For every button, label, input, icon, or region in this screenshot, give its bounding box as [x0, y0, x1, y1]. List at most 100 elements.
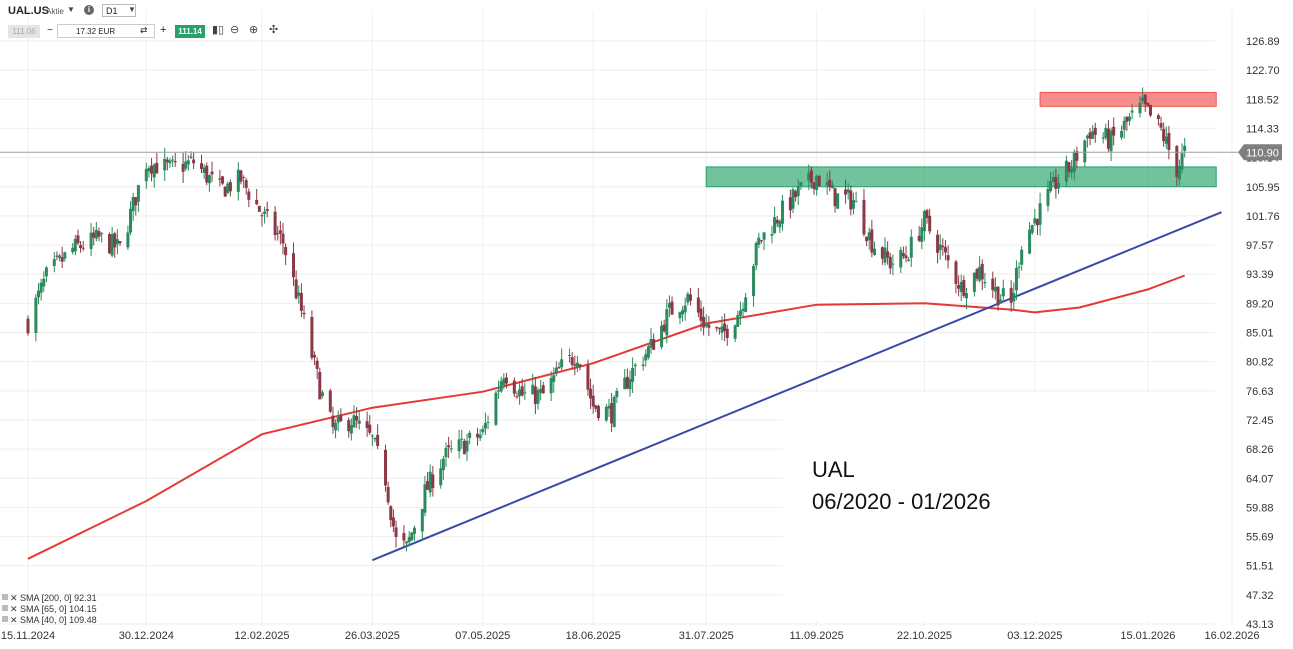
sma-200-path — [27, 274, 1186, 560]
swap-icon[interactable]: ⇄ — [140, 25, 148, 35]
symbol-dropdown-icon[interactable]: ▼ — [67, 5, 75, 14]
candle-body — [394, 527, 398, 537]
candle-body — [426, 481, 430, 490]
support-zone[interactable] — [705, 166, 1217, 188]
candle-body — [129, 208, 133, 233]
y-tick-label: 97.57 — [1246, 240, 1274, 252]
candle-body — [1035, 219, 1039, 226]
candle-body — [741, 308, 745, 311]
candle-body — [81, 247, 85, 249]
price-axis[interactable]: 126.89122.70118.52114.33110.14105.95101.… — [1246, 36, 1280, 631]
increase-quantity-button[interactable]: + — [160, 24, 167, 36]
candle-body — [278, 230, 282, 234]
candle-body — [147, 168, 151, 172]
candle-body — [1056, 182, 1060, 189]
x-tick-label: 15.11.2024 — [1, 630, 55, 642]
zoom-in-icon[interactable]: ⊕ — [249, 24, 259, 36]
candle-body — [1049, 181, 1053, 192]
candle-body — [42, 278, 46, 287]
candle-body — [615, 390, 619, 398]
info-icon[interactable]: i — [84, 5, 94, 15]
y-tick-label: 80.82 — [1246, 357, 1274, 369]
indicator-settings-icon[interactable] — [2, 594, 8, 600]
price-zones[interactable] — [705, 91, 1217, 188]
candle-body — [1085, 135, 1089, 139]
candle-body — [302, 312, 306, 315]
indicator-settings-icon[interactable] — [2, 605, 8, 611]
candle-body — [1067, 162, 1071, 172]
sma-200-line — [27, 274, 1186, 560]
candle-body — [812, 182, 816, 190]
candle-body — [983, 282, 987, 284]
candle-body — [991, 278, 995, 291]
candle-body — [1033, 218, 1037, 224]
indicator-legend-label: ✕ SMA [200, 0] 92.31 — [10, 593, 97, 603]
trendline[interactable] — [371, 211, 1222, 562]
candle-body — [1038, 203, 1042, 225]
candle-body — [1064, 160, 1068, 182]
indicator-legend-item[interactable]: ✕ SMA [200, 0] 92.31 — [2, 593, 97, 603]
indicator-legend-item[interactable]: ✕ SMA [65, 0] 104.15 — [2, 604, 97, 614]
zoom-out-icon[interactable]: ⊖ — [230, 24, 240, 36]
trendline-path[interactable] — [371, 211, 1222, 562]
candle-body — [131, 197, 135, 212]
candle-body — [791, 189, 795, 209]
time-axis[interactable]: 15.11.2024 30.12.2024 12.02.2025 26.03.2025… — [1, 630, 1260, 642]
candle-body — [681, 310, 685, 315]
symbol-label[interactable]: UAL.US — [8, 5, 49, 17]
crosshair-icon[interactable]: ✣ — [269, 24, 279, 36]
candle-body — [97, 231, 101, 237]
y-tick-label: 93.39 — [1246, 269, 1274, 281]
candle-body — [1046, 188, 1050, 206]
candle-body — [200, 163, 204, 170]
candle-body — [725, 328, 729, 338]
candle-body — [244, 180, 248, 188]
candle-body — [757, 237, 761, 245]
indicator-legend-item[interactable]: ✕ SMA [40, 0] 109.48 — [2, 615, 97, 625]
timeframe-dropdown-icon[interactable]: ▼ — [128, 5, 136, 14]
candle-body — [462, 440, 466, 455]
decrease-quantity-button[interactable]: − — [47, 25, 53, 36]
candle-body — [465, 440, 469, 452]
resistance-zone[interactable] — [1039, 91, 1217, 107]
candle-body — [796, 186, 800, 196]
candle-body — [1101, 137, 1105, 139]
buy-price-button[interactable]: 111.14 — [175, 25, 205, 38]
candle-body — [79, 245, 83, 249]
y-tick-label: 59.88 — [1246, 502, 1274, 514]
sell-price-button[interactable]: 111.06 — [8, 25, 40, 38]
candle-body — [502, 378, 506, 385]
candle-body — [58, 255, 62, 258]
candle-body — [854, 201, 858, 203]
candle-body — [1054, 176, 1058, 189]
indicator-legend[interactable]: ✕ SMA [200, 0] 92.31✕ SMA [65, 0] 104.15… — [2, 593, 97, 625]
candle-body — [917, 235, 921, 241]
candle-body — [996, 286, 1000, 306]
x-tick-label: 18.06.2025 — [566, 630, 621, 642]
quantity-field[interactable]: 17.32 EUR — [57, 24, 155, 38]
candle-body — [318, 371, 322, 400]
candle-body — [107, 234, 111, 254]
x-tick-label: 26.03.2025 — [345, 630, 400, 642]
candle-body — [347, 420, 351, 432]
candle-body — [980, 263, 984, 280]
candle-body — [670, 301, 674, 315]
y-tick-label: 126.89 — [1246, 36, 1280, 48]
candle-body — [410, 532, 414, 541]
y-tick-label: 105.95 — [1246, 182, 1280, 194]
y-tick-label: 118.52 — [1246, 94, 1279, 106]
indicator-settings-icon[interactable] — [2, 616, 8, 622]
candle-body — [738, 310, 742, 316]
chart-toolbar: UAL.US Aktie ▼ i D1 ▼ 111.06 − 17.32 EUR… — [0, 0, 300, 40]
candle-body — [862, 199, 866, 235]
candle-body — [499, 381, 503, 392]
timeframe-select[interactable]: D1 — [102, 4, 136, 17]
candle-body — [1159, 123, 1163, 128]
candle-body — [754, 242, 758, 266]
candle-body — [328, 390, 332, 412]
current-price-label: 110.90 — [1246, 147, 1279, 159]
candle-body — [1149, 104, 1153, 116]
candles-icon[interactable]: ▮▯ — [212, 24, 225, 36]
